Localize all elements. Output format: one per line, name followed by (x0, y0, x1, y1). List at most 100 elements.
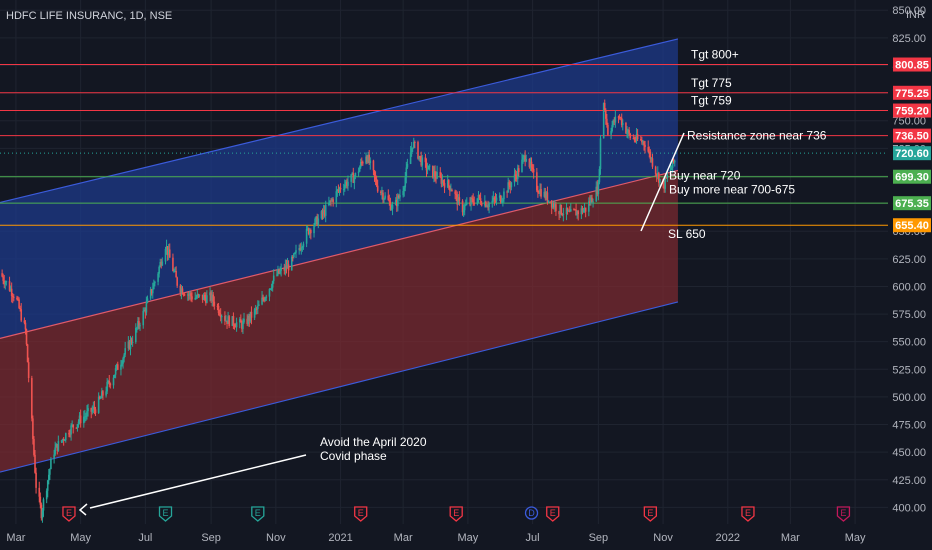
candle-body (330, 200, 332, 202)
candle-body (633, 138, 636, 141)
candle-body (226, 320, 228, 324)
candle-body (502, 199, 504, 202)
event-label: E (66, 508, 72, 518)
candle-body (180, 288, 183, 293)
event-label: E (358, 508, 364, 518)
candle-body (285, 265, 288, 269)
candle-body (561, 214, 564, 216)
candle-body (439, 172, 442, 177)
candle-body (195, 297, 198, 299)
candle-body (280, 268, 282, 271)
candle-body (399, 195, 401, 198)
candle-body (227, 316, 229, 324)
candle-body (649, 151, 652, 160)
candle-body (238, 319, 241, 323)
level-note: Resistance zone near 736 (687, 129, 827, 143)
y-tick-label: 625.00 (892, 254, 926, 266)
candle-body (617, 116, 620, 118)
candle-body (654, 166, 657, 175)
x-tick-label: Sep (201, 532, 221, 544)
candle-body (201, 294, 204, 300)
candle-body (167, 249, 170, 256)
candle-body (651, 158, 654, 167)
level-price-badge-bg (893, 57, 931, 72)
candle-body (168, 249, 171, 258)
candle-body (454, 191, 456, 194)
candle-body (216, 305, 219, 307)
candle-body (262, 297, 264, 300)
candle-body (250, 311, 253, 318)
candle-body (198, 294, 201, 296)
candle-body (339, 187, 342, 190)
x-tick-label: Mar (394, 532, 413, 544)
earnings-icon (449, 506, 463, 522)
candle-body (470, 197, 472, 205)
candle-body (205, 297, 207, 303)
y-tick-label: 600.00 (892, 281, 926, 293)
candle-body (165, 246, 168, 250)
candle-body (427, 165, 430, 170)
candle-body (597, 182, 600, 195)
candle-body (421, 157, 424, 166)
candle-body (139, 325, 141, 327)
level-note: SL 650 (668, 227, 706, 241)
candle-body (412, 142, 415, 148)
candle-body (525, 158, 528, 162)
candle-body (466, 202, 468, 205)
candle-body (457, 197, 460, 205)
candle-body (420, 156, 422, 166)
annotations: Tgt 800+ Tgt 775 Tgt 759 Resistance zone ne… (78, 48, 827, 516)
candle-body (231, 316, 234, 326)
candle-body (71, 424, 73, 426)
candle-body (602, 102, 605, 139)
level-price-badge: 759.20 (895, 106, 929, 118)
y-tick-label: 450.00 (892, 447, 926, 459)
candle-body (225, 320, 227, 322)
candle-body (419, 155, 421, 157)
candle-body (213, 301, 216, 306)
candle-body (628, 130, 630, 134)
candle-body (358, 167, 361, 172)
earnings-icon (741, 506, 755, 522)
candle-body (565, 207, 568, 215)
candle-body (300, 247, 303, 251)
earnings-icon (251, 506, 265, 522)
candle-body (265, 296, 268, 298)
candle-body (472, 198, 474, 203)
candle-body (173, 271, 175, 273)
candle-body (487, 206, 489, 208)
candle-body (55, 444, 58, 448)
candle-body (418, 155, 420, 159)
candle-body (568, 210, 571, 212)
candle-body (397, 195, 399, 207)
candle-body (255, 308, 258, 310)
candle-body (211, 294, 213, 301)
candle-body (663, 183, 665, 189)
x-tick-label: May (70, 532, 91, 544)
candle-body (97, 396, 100, 413)
candle-body (625, 122, 627, 134)
candle-body (276, 274, 278, 276)
level-note: Tgt 775 (691, 76, 732, 90)
candle-body (33, 438, 35, 455)
candle-body (85, 416, 87, 418)
candle-body (270, 287, 273, 289)
candle-body (166, 246, 169, 256)
price-axis[interactable]: 400.00 425.00 450.00 475.00 500.00 525.00 550.… (888, 0, 932, 550)
candle-body (93, 406, 96, 410)
candle-body (390, 208, 393, 210)
candle-body (113, 374, 116, 378)
candle-body (109, 383, 112, 386)
candle-body (308, 229, 311, 235)
candle-body (24, 322, 27, 330)
time-axis[interactable]: Mar May Jul Sep Nov 2021 Mar May Jul Sep Nov 2022 Ma… (0, 526, 932, 550)
candle-body (220, 316, 223, 318)
candle-body (446, 180, 449, 188)
event-label: E (840, 508, 846, 518)
candle-body (480, 203, 483, 206)
candle-body (324, 204, 327, 216)
candle-body (484, 201, 486, 206)
candle-body (443, 182, 446, 188)
